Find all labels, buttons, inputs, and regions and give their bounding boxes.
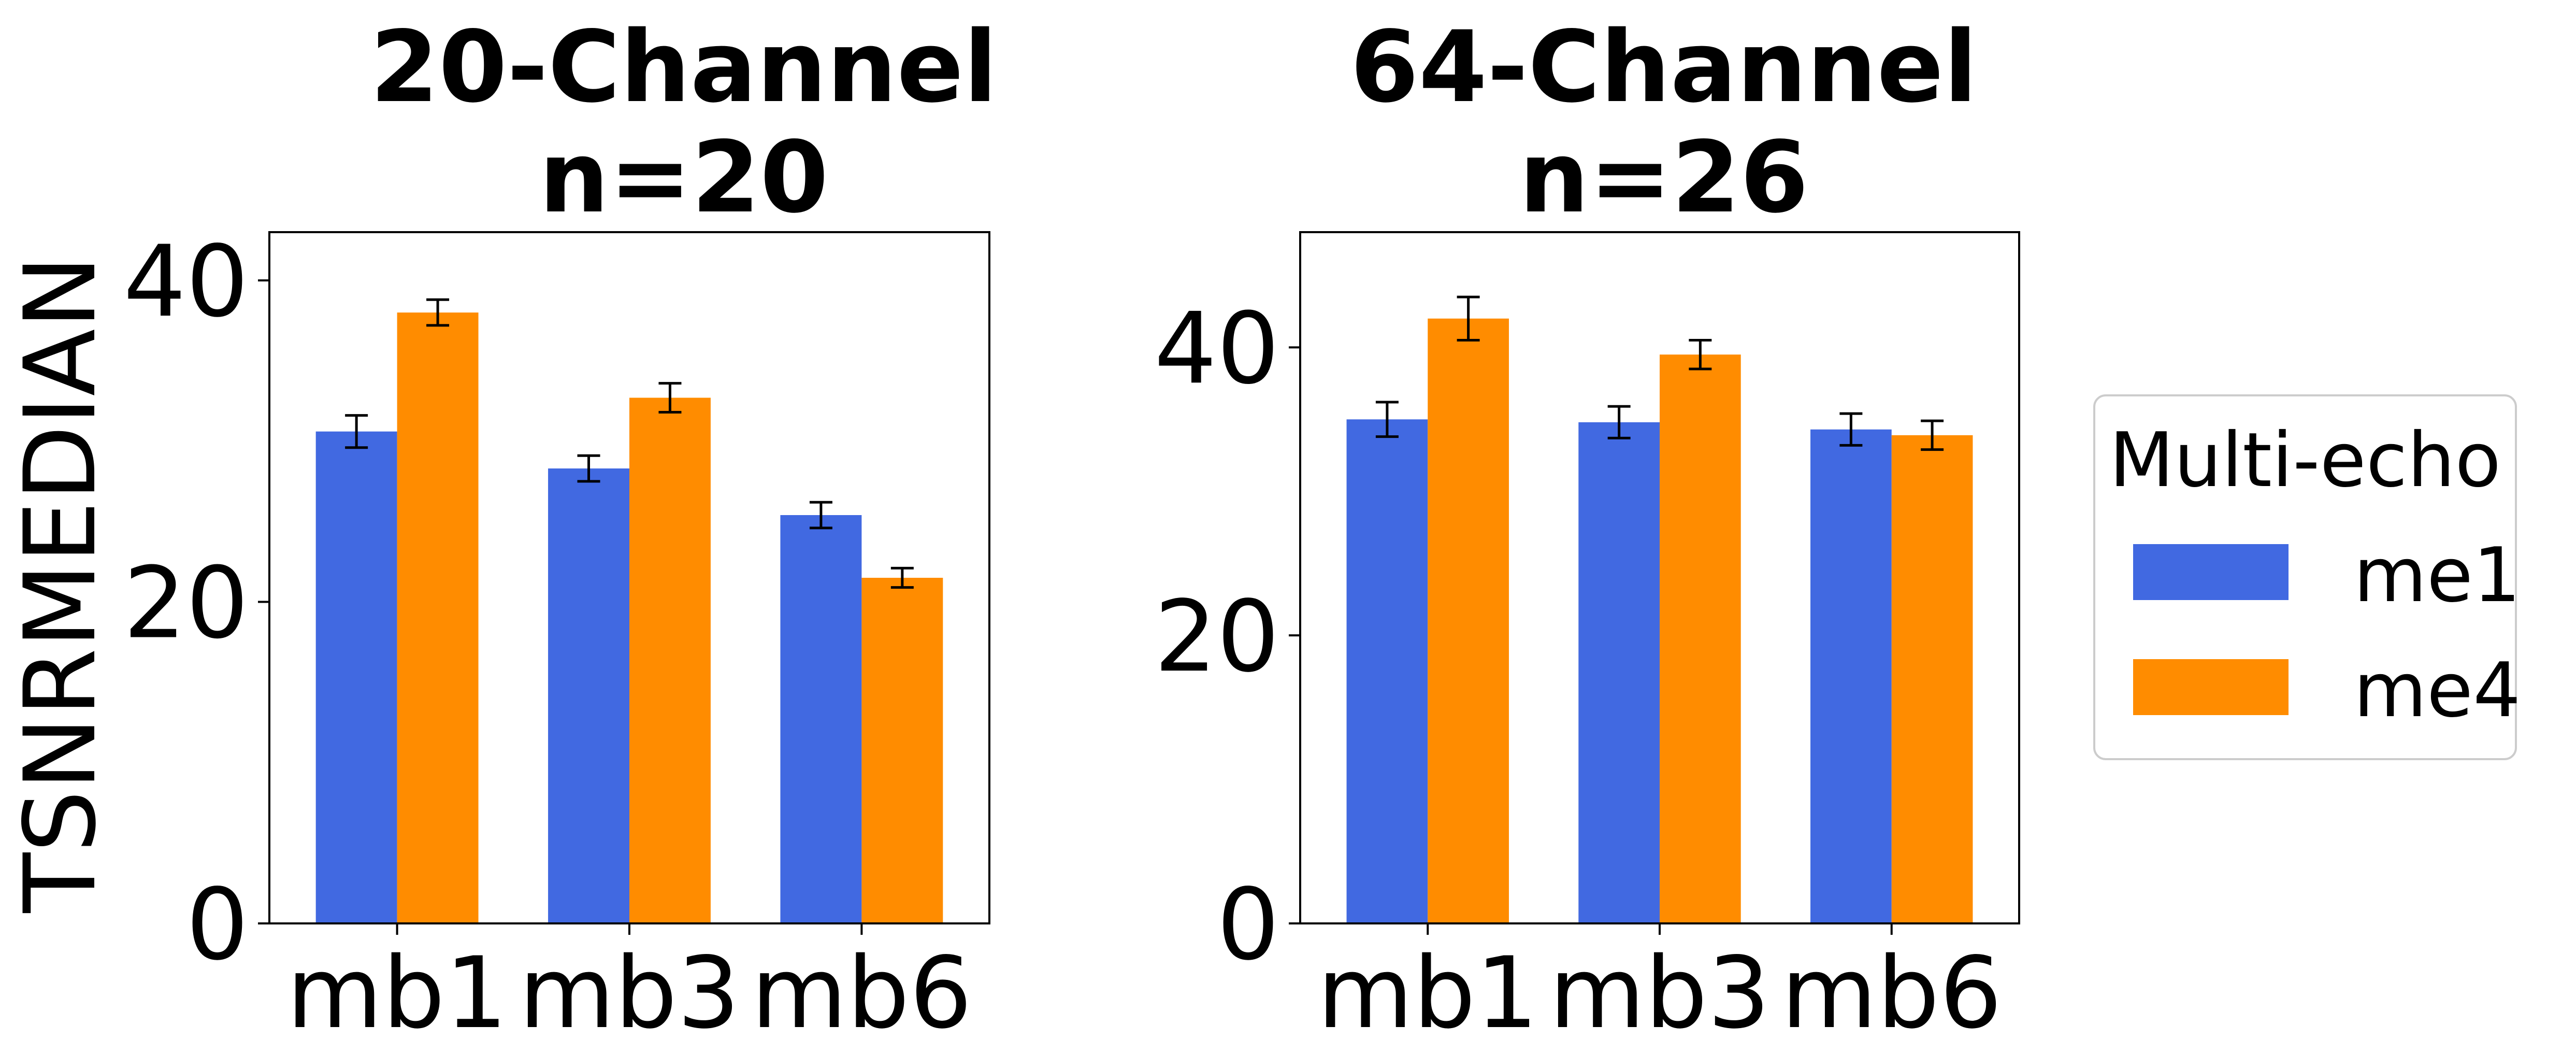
y-tick-label: 0 bbox=[1217, 867, 1279, 982]
bar-me1-mb3 bbox=[1578, 422, 1660, 923]
y-axis-label: TSNRMEDIAN bbox=[3, 255, 118, 913]
y-tick-label: 40 bbox=[123, 224, 249, 339]
x-tick-label: mb3 bbox=[1549, 936, 1771, 1050]
x-tick-label: mb1 bbox=[1317, 936, 1538, 1050]
x-tick-label: mb6 bbox=[751, 936, 972, 1050]
bar-me4-mb6 bbox=[1891, 435, 1973, 923]
panel-title-line2: n=20 bbox=[539, 120, 829, 235]
panel-title-line2: n=26 bbox=[1519, 120, 1809, 235]
bar-me4-mb1 bbox=[397, 312, 479, 924]
bar-me1-mb3 bbox=[548, 468, 629, 923]
bar-me1-mb1 bbox=[315, 431, 397, 923]
bar-me1-mb1 bbox=[1346, 419, 1428, 923]
x-tick-label: mb3 bbox=[519, 936, 740, 1050]
plot-marks: 0 20 40 mb1 mb3 mb6 bbox=[123, 224, 990, 1050]
y-tick-label: 0 bbox=[186, 867, 249, 982]
y-tick-label: 20 bbox=[1154, 579, 1279, 694]
x-tick-label: mb1 bbox=[286, 936, 508, 1050]
bar-me4-mb1 bbox=[1428, 318, 1509, 923]
panel-title-line1: 20-Channel bbox=[370, 10, 998, 124]
panel-20-channel: 20-Channel n=20 0 20 40 mb1 mb3 mb6 bbox=[123, 10, 997, 1050]
legend-title: Multi-echo bbox=[2109, 417, 2501, 504]
legend-label-me1: me1 bbox=[2354, 532, 2521, 619]
legend: Multi-echo me1 me4 bbox=[2093, 394, 2521, 760]
bar-me1-mb6 bbox=[780, 515, 862, 923]
plot-marks: 0 20 40 mb1 mb3 mb6 bbox=[1154, 231, 2020, 1050]
bar-me4-mb6 bbox=[861, 578, 943, 923]
legend-swatch-me4 bbox=[2133, 659, 2289, 715]
panel-64-channel: 64-Channel n=26 0 20 40 mb1 mb3 mb6 bbox=[1154, 10, 2020, 1050]
x-tick-label: mb6 bbox=[1781, 936, 2002, 1050]
y-tick-label: 40 bbox=[1154, 291, 1279, 406]
panel-title-line1: 64-Channel bbox=[1350, 10, 1978, 124]
y-tick-label: 20 bbox=[123, 546, 249, 661]
bar-me4-mb3 bbox=[629, 397, 711, 923]
legend-swatch-me1 bbox=[2133, 544, 2289, 600]
bar-me4-mb3 bbox=[1660, 354, 1741, 923]
legend-label-me4: me4 bbox=[2354, 647, 2521, 734]
bar-me1-mb6 bbox=[1810, 429, 1892, 923]
